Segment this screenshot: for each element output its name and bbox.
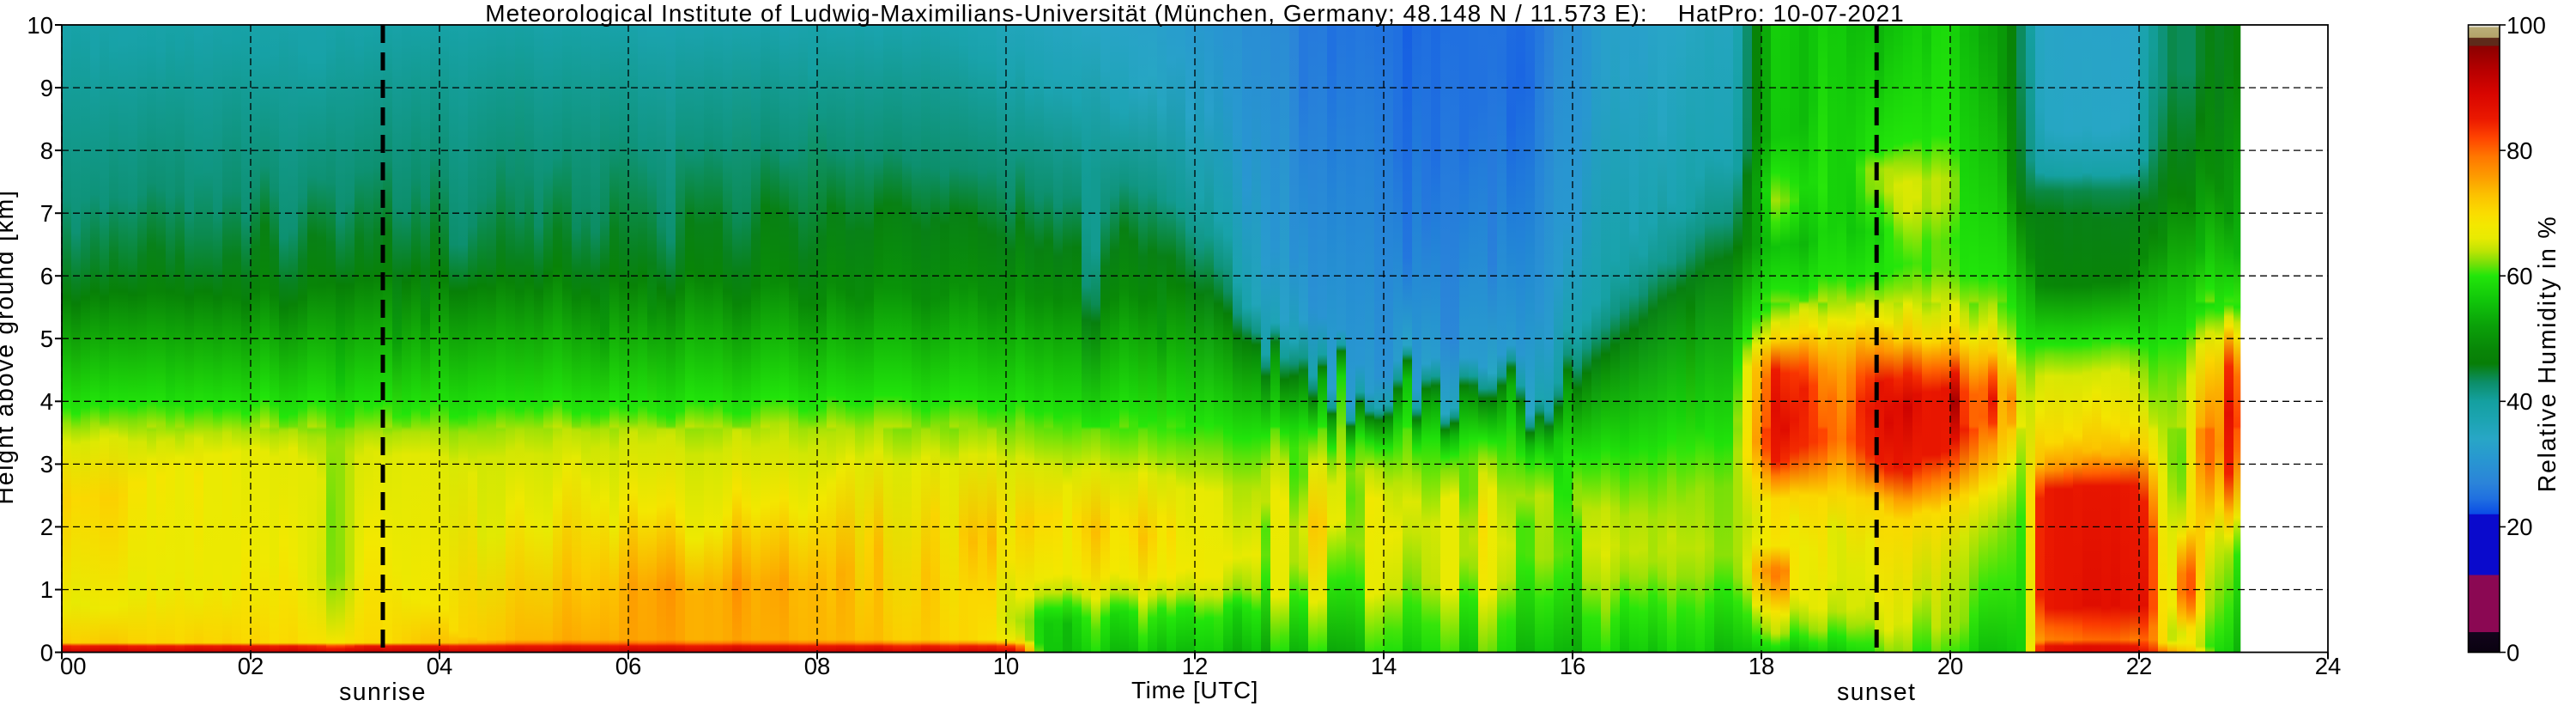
svg-text:3: 3 [40, 451, 53, 478]
svg-text:sunrise: sunrise [339, 679, 427, 706]
svg-text:6: 6 [40, 263, 53, 289]
svg-text:00: 00 [60, 653, 87, 679]
svg-text:4: 4 [40, 388, 53, 415]
svg-text:0: 0 [40, 639, 53, 666]
svg-text:10: 10 [27, 12, 53, 39]
svg-text:Time [UTC]: Time [UTC] [1131, 677, 1258, 703]
svg-text:100: 100 [2506, 12, 2546, 39]
svg-text:Height above ground [km]: Height above ground [km] [0, 189, 19, 504]
svg-text:40: 40 [2506, 388, 2533, 415]
svg-text:5: 5 [40, 326, 53, 352]
svg-text:04: 04 [427, 653, 453, 679]
svg-text:60: 60 [2506, 263, 2533, 289]
svg-text:20: 20 [1937, 653, 1964, 679]
svg-text:06: 06 [615, 653, 642, 679]
svg-text:20: 20 [2506, 514, 2533, 540]
svg-text:24: 24 [2315, 653, 2342, 679]
svg-text:9: 9 [40, 75, 53, 101]
svg-text:18: 18 [1749, 653, 1775, 679]
svg-text:16: 16 [1560, 653, 1586, 679]
svg-text:22: 22 [2126, 653, 2153, 679]
svg-text:8: 8 [40, 137, 53, 164]
svg-text:1: 1 [40, 576, 53, 603]
svg-text:14: 14 [1371, 653, 1397, 679]
svg-text:Relative Humidity in %: Relative Humidity in % [2534, 216, 2561, 493]
svg-text:12: 12 [1182, 653, 1209, 679]
svg-text:02: 02 [238, 653, 264, 679]
svg-text:sunset: sunset [1837, 679, 1916, 706]
svg-text:0: 0 [2506, 639, 2519, 666]
svg-text:10: 10 [993, 653, 1020, 679]
svg-text:7: 7 [40, 200, 53, 227]
svg-text:80: 80 [2506, 137, 2533, 164]
svg-text:2: 2 [40, 514, 53, 540]
svg-text:08: 08 [804, 653, 831, 679]
svg-text:Meteorological Institute of Lu: Meteorological Institute of Ludwig-Maxim… [485, 0, 1904, 27]
